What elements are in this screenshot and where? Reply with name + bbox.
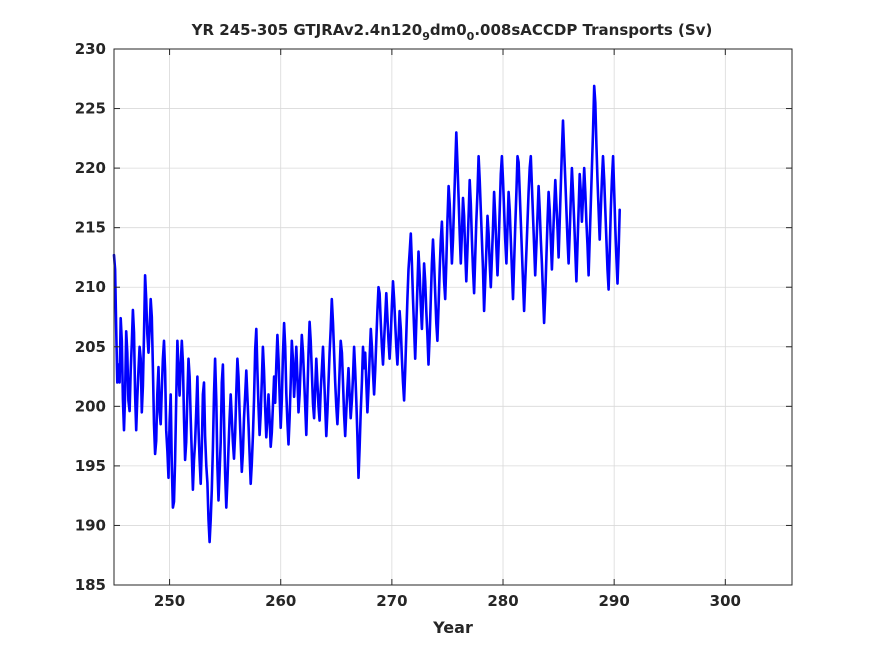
y-tick-label: 185 [75, 576, 106, 594]
y-tick-labels: 185 190 195 200 205 210 215 220 225 230 [75, 40, 106, 594]
x-tick-label: 270 [376, 592, 407, 610]
axes-frame [113, 48, 793, 586]
y-tick-label: 200 [75, 397, 106, 415]
title-segment: YR 245-305 GTJRAv2.4n120 [191, 21, 423, 39]
y-tick-label: 225 [75, 100, 106, 118]
title-subscript: 0 [467, 30, 475, 43]
tick-marks [114, 48, 792, 586]
x-tick-label: 260 [265, 592, 296, 610]
x-tick-label: 300 [710, 592, 741, 610]
plot-background [114, 49, 792, 585]
x-axis-label: Year [432, 618, 473, 637]
y-tick-label: 230 [75, 40, 106, 58]
x-tick-label: 290 [599, 592, 630, 610]
title-subscript: 9 [422, 30, 430, 43]
y-tick-label: 210 [75, 278, 106, 296]
x-tick-label: 280 [487, 592, 518, 610]
y-tick-label: 215 [75, 219, 106, 237]
y-tick-label: 195 [75, 457, 106, 475]
series-line [112, 84, 622, 544]
y-tick-label: 220 [75, 159, 106, 177]
x-tick-label: 250 [154, 592, 185, 610]
chart-title: YR 245-305 GTJRAv2.4n1209dm00.008sACCDP … [191, 21, 713, 43]
title-segment: .008sACCDP Transports (Sv) [474, 21, 712, 39]
title-segment: dm0 [430, 21, 467, 39]
y-tick-label: 205 [75, 338, 106, 356]
y-tick-label: 190 [75, 516, 106, 534]
series-layer [112, 84, 622, 544]
x-tick-labels: 250 260 270 280 290 300 [154, 592, 741, 610]
